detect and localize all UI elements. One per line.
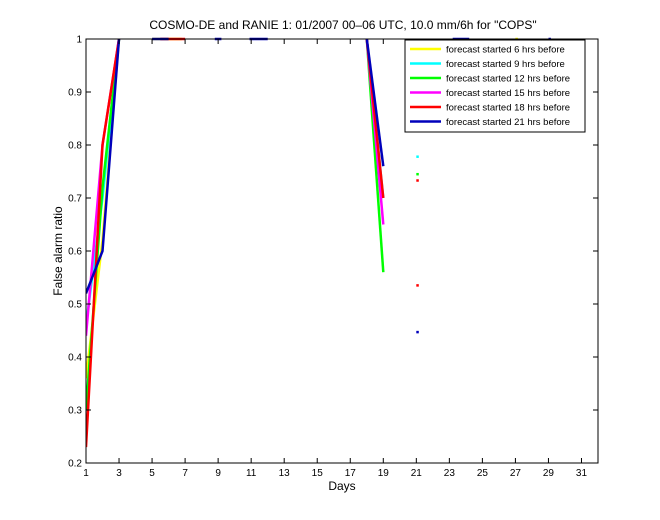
x-tick-label: 25 <box>477 468 489 479</box>
x-tick-label: 9 <box>215 468 221 479</box>
legend: forecast started 6 hrs before forecast st… <box>404 39 586 133</box>
x-tick-label: 29 <box>543 468 555 479</box>
legend-label-5: forecast started 18 hrs before <box>446 103 570 114</box>
x-axis: 1 3 5 7 9 11 13 15 17 19 21 23 25 27 29 31 <box>83 39 587 479</box>
x-tick-label: 15 <box>312 468 324 479</box>
x-tick-label: 7 <box>182 468 188 479</box>
y-axis: 0.2 0.3 0.4 0.5 0.6 0.7 0.8 0.9 1 <box>68 35 598 470</box>
y-tick-label: 0.8 <box>68 141 82 152</box>
series-6-segment-1 <box>86 38 121 294</box>
x-tick-label: 23 <box>444 468 456 479</box>
x-tick-label: 19 <box>378 468 390 479</box>
legend-label-3: forecast started 12 hrs before <box>446 74 570 85</box>
x-tick-label: 3 <box>116 468 122 479</box>
y-axis-title: False alarm ratio <box>51 206 65 296</box>
legend-label-2: forecast started 9 hrs before <box>446 59 565 70</box>
y-tick-label: 0.6 <box>68 247 82 258</box>
y-tick-label: 0.4 <box>68 353 82 364</box>
series-5-segment-1 <box>86 38 121 448</box>
legend-box <box>404 39 586 133</box>
legend-label-4: forecast started 15 hrs before <box>446 88 570 99</box>
y-tick-label: 0.7 <box>68 194 82 205</box>
y-tick-label: 0.9 <box>68 88 82 99</box>
series-6-segment-5 <box>365 38 385 167</box>
y-tick-label: 0.3 <box>68 406 82 417</box>
x-tick-label: 27 <box>510 468 522 479</box>
x-tick-label: 13 <box>279 468 291 479</box>
legend-label-6: forecast started 21 hrs before <box>446 117 570 128</box>
y-tick-label: 0.5 <box>68 300 82 311</box>
y-tick-label: 1 <box>76 35 82 46</box>
x-tick-label: 17 <box>345 468 357 479</box>
x-tick-label: 31 <box>576 468 588 479</box>
chart-title: COSMO-DE and RANIE 1: 01/2007 00–06 UTC,… <box>149 18 536 32</box>
x-tick-label: 1 <box>83 468 89 479</box>
legend-label-1: forecast started 6 hrs before <box>446 45 565 56</box>
y-tick-label: 0.2 <box>68 459 82 470</box>
x-tick-label: 21 <box>411 468 423 479</box>
x-axis-title: Days <box>328 479 355 493</box>
x-tick-label: 11 <box>246 468 257 479</box>
x-tick-label: 5 <box>149 468 155 479</box>
